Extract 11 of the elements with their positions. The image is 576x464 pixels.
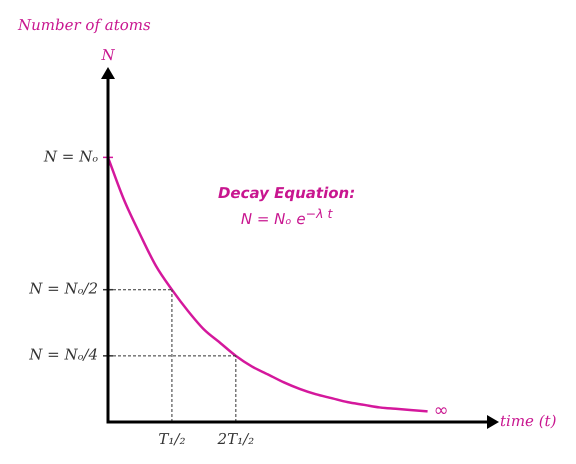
annotation: N = Nₒ e$^{−λ t}$ xyxy=(240,206,332,228)
ref-line-label: N = Nₒ/2 xyxy=(28,280,98,298)
text: N xyxy=(100,46,116,64)
x-axis-title: time (t) xyxy=(500,412,557,430)
annotation: Decay Equation: xyxy=(218,184,356,202)
x-tick-label: 2T₁/₂ xyxy=(216,430,254,448)
ref-line-label: N = Nₒ xyxy=(42,147,98,166)
chart-title: Number of atoms xyxy=(17,16,151,34)
ref-line-label: N = Nₒ/4 xyxy=(28,346,98,364)
x-tick-label: T₁/₂ xyxy=(158,430,186,448)
annotation: ∞ xyxy=(434,400,449,422)
